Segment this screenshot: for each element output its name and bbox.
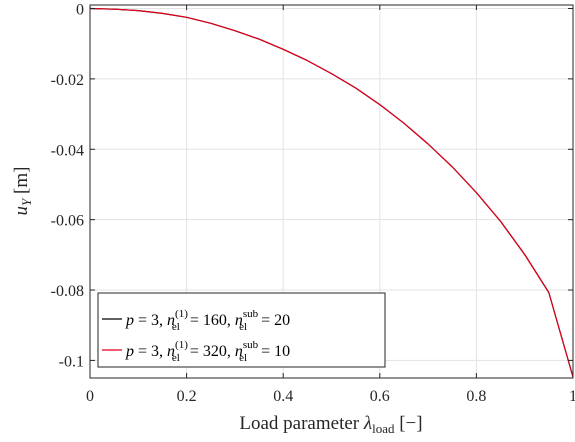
tick-labels: 0 0.2 0.4 0.6 0.8 10-0.02-0.04-0.06-0.08-0.1	[51, 2, 575, 405]
legend-n1-series-1: 160	[203, 312, 227, 329]
x-tick-label-3: 0.6	[370, 388, 390, 405]
x-axis-label-unit: [−]	[394, 413, 422, 434]
axis-ticks	[89, 5, 574, 378]
legend: p = 3, n(1) el = 160, nsub el = 20 p = 3, …	[97, 292, 386, 368]
x-tick-label-4: 0.8	[466, 388, 486, 405]
legend-nsub-series-1: 20	[274, 312, 290, 329]
plot-frame	[89, 4, 574, 379]
y-axis-label-subscript: Y	[19, 197, 34, 206]
x-tick-label-2: 0.4	[273, 388, 293, 405]
x-axis-label-prefix: Load parameter	[239, 413, 363, 434]
y-tick-label-1: -0.02	[51, 72, 84, 89]
x-axis-label: Load parameter λload [−]	[239, 413, 422, 436]
y-tick-label-0: 0	[76, 2, 84, 19]
legend-box	[97, 292, 386, 368]
y-axis-label-symbol: u	[11, 206, 32, 216]
legend-p-series-1: 3	[151, 312, 159, 329]
y-tick-label-4: -0.08	[51, 283, 84, 300]
y-tick-label-5: -0.1	[59, 353, 84, 370]
x-tick-label-0: 0	[86, 388, 94, 405]
y-axis-label-unit: [m]	[11, 167, 32, 199]
x-tick-label-1: 0.2	[177, 388, 197, 405]
legend-n1-series-2: 320	[203, 343, 227, 360]
x-tick-label-5: 1	[569, 388, 575, 405]
legend-label-series-1: p = 3, n(1) el = 160, nsub el = 20	[125, 308, 290, 333]
legend-label-series-2: p = 3, n(1) el = 320, nsub el = 10	[125, 339, 290, 364]
series-line-2	[89, 7, 574, 378]
legend-p-series-2: 3	[151, 343, 159, 360]
y-tick-label-3: -0.06	[51, 213, 84, 230]
series-layer	[89, 7, 574, 378]
legend-nsub-series-2: 10	[274, 343, 290, 360]
x-axis-label-subscript: load	[372, 421, 395, 436]
y-tick-label-2: -0.04	[51, 142, 84, 159]
x-axis-label-symbol: λ	[363, 413, 372, 434]
y-axis-label: uY [m]	[11, 167, 34, 216]
